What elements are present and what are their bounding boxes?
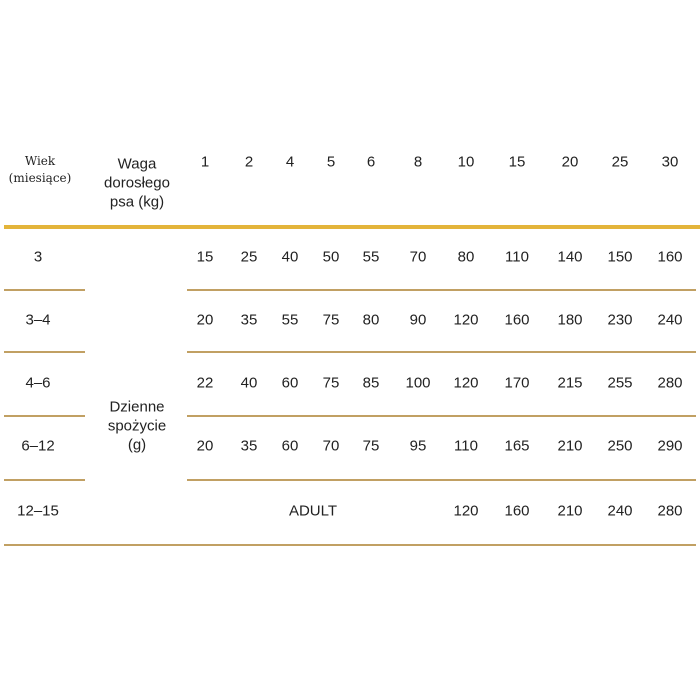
value-cell: 35 bbox=[240, 311, 258, 329]
daily-intake-label-line: Dzienne bbox=[109, 398, 165, 416]
daily-intake-label-line: spożycie bbox=[107, 417, 167, 435]
weight-header-cell: 8 bbox=[413, 153, 423, 171]
row-divider bbox=[4, 479, 85, 481]
value-cell: 280 bbox=[657, 374, 683, 392]
value-cell: 250 bbox=[607, 437, 633, 455]
age-column-header: Wiek (miesiące) bbox=[9, 153, 72, 187]
value-cell: 80 bbox=[362, 311, 380, 329]
value-cell: 60 bbox=[281, 437, 299, 455]
value-cell: 280 bbox=[657, 502, 683, 520]
weight-header-cell: 1 bbox=[200, 153, 210, 171]
value-cell: 22 bbox=[196, 374, 214, 392]
row-divider bbox=[187, 415, 696, 417]
value-cell: 20 bbox=[196, 437, 214, 455]
value-cell: 40 bbox=[240, 374, 258, 392]
value-cell: 75 bbox=[362, 437, 380, 455]
age-column-header-line: (miesiące) bbox=[8, 171, 72, 185]
value-cell: 160 bbox=[657, 248, 683, 266]
value-cell: 35 bbox=[240, 437, 258, 455]
value-cell: 215 bbox=[557, 374, 583, 392]
weight-header-cell: 10 bbox=[457, 153, 475, 171]
value-cell: 240 bbox=[607, 502, 633, 520]
value-cell: 180 bbox=[557, 311, 583, 329]
value-cell: 75 bbox=[322, 311, 340, 329]
value-cell: 290 bbox=[657, 437, 683, 455]
weight-column-header-line: psa (kg) bbox=[109, 193, 165, 211]
weight-header-cell: 4 bbox=[285, 153, 295, 171]
row-divider bbox=[4, 351, 85, 353]
value-cell: 110 bbox=[454, 437, 478, 455]
value-cell: 210 bbox=[557, 437, 583, 455]
weight-column-header: Waga dorosłego psa (kg) bbox=[104, 155, 170, 212]
value-cell: 240 bbox=[657, 311, 683, 329]
value-cell: 160 bbox=[504, 502, 530, 520]
row-divider bbox=[187, 289, 696, 291]
value-cell: 120 bbox=[453, 374, 479, 392]
value-cell: 75 bbox=[322, 374, 340, 392]
value-cell: 70 bbox=[322, 437, 340, 455]
value-cell: 120 bbox=[453, 311, 479, 329]
daily-intake-label: Dzienne spożycie (g) bbox=[108, 398, 166, 455]
age-cell: 12–15 bbox=[17, 502, 59, 520]
row-divider bbox=[187, 479, 696, 481]
age-cell: 6–12 bbox=[21, 437, 55, 455]
weight-header-cell: 6 bbox=[366, 153, 376, 171]
value-cell: 150 bbox=[607, 248, 633, 266]
row-divider bbox=[4, 415, 85, 417]
value-cell: 110 bbox=[505, 248, 529, 266]
age-cell: 3 bbox=[33, 248, 43, 266]
value-cell: 120 bbox=[453, 502, 479, 520]
value-cell: 40 bbox=[281, 248, 299, 266]
age-cell: 3–4 bbox=[25, 311, 51, 329]
weight-header-cell: 5 bbox=[326, 153, 336, 171]
value-cell: 255 bbox=[607, 374, 633, 392]
value-cell: 55 bbox=[281, 311, 299, 329]
weight-column-header-line: Waga bbox=[117, 155, 157, 173]
weight-header-cell: 2 bbox=[244, 153, 254, 171]
value-cell: 55 bbox=[362, 248, 380, 266]
row-divider bbox=[187, 351, 696, 353]
value-cell: 230 bbox=[607, 311, 633, 329]
weight-column-header-line: dorosłego bbox=[104, 174, 170, 192]
value-cell: 70 bbox=[409, 248, 427, 266]
weight-header-cell: 25 bbox=[611, 153, 629, 171]
row-divider bbox=[4, 289, 85, 291]
age-column-header-line: Wiek bbox=[24, 154, 56, 168]
weight-header-cell: 30 bbox=[661, 153, 679, 171]
value-cell: 80 bbox=[457, 248, 475, 266]
value-cell: 140 bbox=[557, 248, 583, 266]
value-cell: 95 bbox=[409, 437, 427, 455]
value-cell: 50 bbox=[322, 248, 340, 266]
weight-header-cell: 20 bbox=[561, 153, 579, 171]
value-cell: 160 bbox=[504, 311, 530, 329]
value-cell: 60 bbox=[281, 374, 299, 392]
row-divider bbox=[4, 544, 696, 546]
value-cell: 90 bbox=[409, 311, 427, 329]
daily-intake-label-line: (g) bbox=[127, 436, 147, 454]
value-cell: 100 bbox=[405, 374, 431, 392]
row-divider bbox=[4, 225, 700, 229]
value-cell: 165 bbox=[504, 437, 530, 455]
age-cell: 4–6 bbox=[25, 374, 51, 392]
value-cell: 85 bbox=[362, 374, 380, 392]
value-cell: 20 bbox=[196, 311, 214, 329]
value-cell: 170 bbox=[504, 374, 530, 392]
value-cell: 210 bbox=[557, 502, 583, 520]
weight-header-cell: 15 bbox=[508, 153, 526, 171]
value-cell: 15 bbox=[196, 248, 214, 266]
adult-label: ADULT bbox=[288, 502, 338, 520]
value-cell: 25 bbox=[240, 248, 258, 266]
